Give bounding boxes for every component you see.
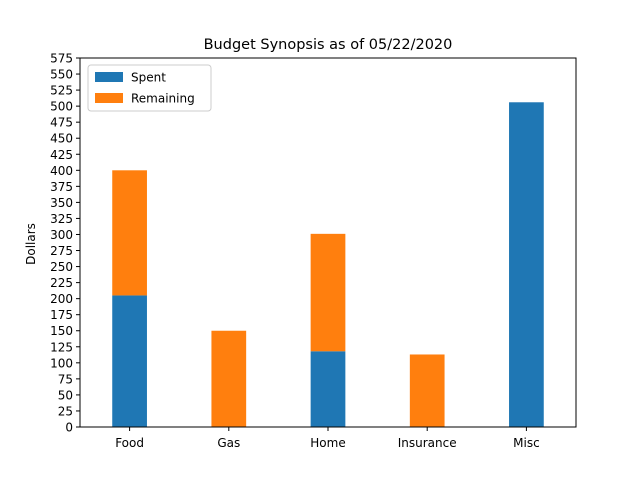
legend: Spent Remaining: [87, 64, 212, 112]
y-tick-label: 500: [50, 100, 73, 114]
y-tick-label: 550: [50, 68, 73, 82]
y-tick-label: 0: [65, 421, 73, 435]
y-tick-label: 50: [58, 388, 73, 402]
y-tick-label: 350: [50, 196, 73, 210]
y-tick-label: 575: [50, 52, 73, 66]
legend-swatch-remaining: [95, 93, 123, 103]
legend-label-spent: Spent: [131, 71, 166, 85]
plot-frame: [79, 57, 577, 428]
y-tick-label: 150: [50, 324, 73, 338]
bar-spent-food: [112, 295, 147, 427]
y-tick-label: 325: [50, 212, 73, 226]
y-tick-label: 400: [50, 164, 73, 178]
bar-spent-home: [310, 351, 346, 427]
y-tick-label: 300: [50, 228, 73, 242]
y-tick-label: 425: [50, 148, 73, 162]
x-tick-label: Insurance: [398, 436, 457, 450]
legend-swatch-spent: [95, 72, 123, 82]
y-tick-label: 275: [50, 244, 73, 258]
x-axis: Food Gas Home Insurance Misc: [115, 427, 540, 450]
y-tick-label: 525: [50, 84, 73, 98]
legend-label-remaining: Remaining: [131, 92, 195, 106]
y-axis: 0 25 50 75 100 125 150 175 200 225 250 275 300 325 350…: [50, 52, 80, 435]
bar-remaining-food: [112, 170, 147, 296]
y-tick-label: 75: [58, 372, 73, 386]
y-tick-label: 25: [58, 404, 73, 418]
bar-remaining-home: [310, 233, 346, 352]
bar-remaining-insurance: [409, 354, 445, 427]
y-tick-label: 175: [50, 308, 73, 322]
x-tick-label: Gas: [217, 436, 240, 450]
bars-group: [112, 102, 544, 427]
y-tick-label: 475: [50, 116, 73, 130]
y-axis-label: Dollars: [24, 223, 38, 265]
y-tick-label: 450: [50, 132, 73, 146]
x-tick-label: Home: [310, 436, 345, 450]
y-tick-label: 225: [50, 276, 73, 290]
y-tick-label: 200: [50, 292, 73, 306]
x-tick-label: Food: [115, 436, 144, 450]
y-tick-label: 375: [50, 180, 73, 194]
y-tick-label: 250: [50, 260, 73, 274]
bar-remaining-gas: [211, 330, 247, 427]
y-tick-label: 125: [50, 340, 73, 354]
bar-spent-misc: [509, 102, 544, 427]
chart-title: Budget Synopsis as of 05/22/2020: [204, 37, 453, 53]
y-tick-label: 100: [50, 356, 73, 370]
x-tick-label: Misc: [513, 436, 540, 450]
